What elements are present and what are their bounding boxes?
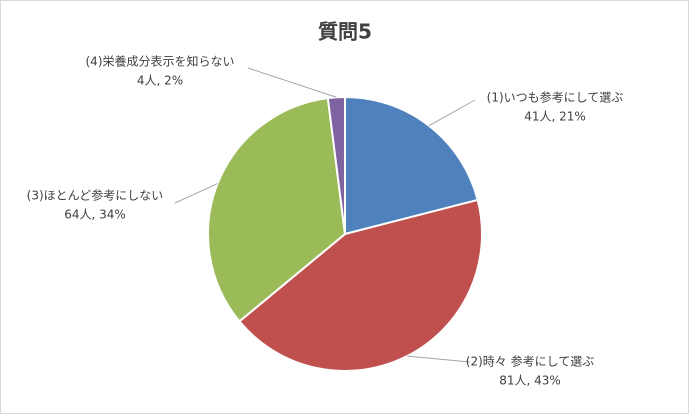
leader-line xyxy=(247,67,337,98)
pie-slice xyxy=(344,95,479,236)
value-label: 41人, 21% xyxy=(524,110,586,124)
value-label: 81人, 43% xyxy=(499,374,561,388)
value-label: 64人, 34% xyxy=(64,208,126,222)
category-label: (2)時々 参考にして選ぶ xyxy=(466,354,594,369)
category-label: (3)ほとんど参考にしない xyxy=(27,188,164,203)
leader-line xyxy=(174,183,218,204)
pie-slice xyxy=(207,96,347,323)
chart-title: 質問5 xyxy=(318,20,372,44)
category-label: (4)栄養成分表示を知らない xyxy=(86,54,235,69)
leader-line xyxy=(428,99,476,127)
leader-line xyxy=(407,355,471,363)
value-label: 4人, 2% xyxy=(137,74,183,88)
category-label: (1)いつも参考にして選ぶ xyxy=(487,90,624,105)
